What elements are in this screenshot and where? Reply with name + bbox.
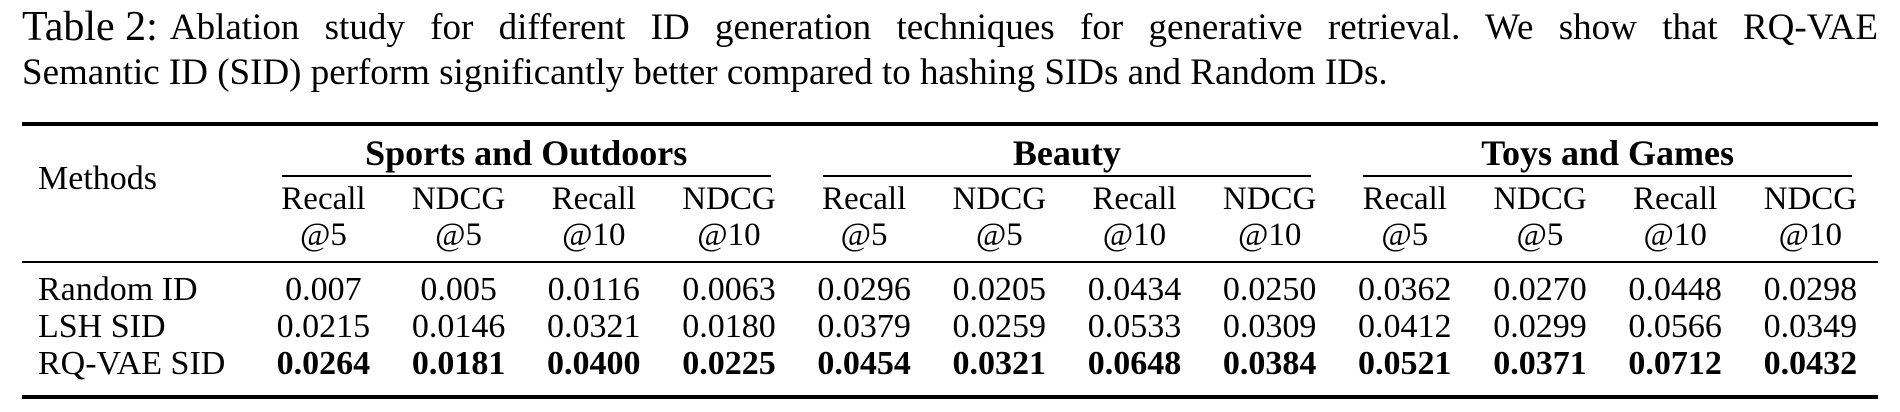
metric-value: 0.0321 (952, 345, 1047, 382)
col-header-beauty-recall10: Recall @10 (1067, 177, 1202, 262)
col-header-sports-ndcg5: NDCG @5 (391, 177, 526, 262)
metric-value: 0.0250 (1222, 271, 1317, 308)
metric-k: @5 (975, 217, 1023, 253)
metric-k: @10 (1643, 217, 1707, 253)
method-name: Random ID (38, 271, 198, 308)
metric-k: @5 (1381, 217, 1429, 253)
metric-value: 0.0566 (1628, 308, 1722, 345)
metric-value: 0.0116 (547, 271, 640, 308)
metric-name: Recall (821, 181, 907, 217)
metric-name: Recall (551, 181, 636, 217)
metric-value: 0.005 (420, 271, 497, 308)
metric-value: 0.0349 (1763, 308, 1858, 345)
metric-k: @10 (697, 217, 761, 253)
metric-value: 0.007 (285, 271, 362, 308)
metric-value: 0.0146 (411, 308, 506, 345)
metric-name: Recall (281, 181, 366, 217)
metric-value: 0.0379 (817, 308, 911, 345)
metric-value: 0.0205 (952, 271, 1047, 308)
group-header-beauty: Beauty (796, 126, 1338, 177)
metric-name: NDCG (952, 181, 1047, 217)
col-header-toys-recall10: Recall @10 (1608, 177, 1743, 262)
metric-value: 0.0454 (817, 345, 911, 382)
metric-header-row: Recall @5 NDCG @5 Recall @10 NDCG @10 Recall… (22, 177, 1878, 262)
caption-text-line-2: Semantic ID (SID) perform significantly … (22, 52, 1388, 93)
metric-value: 0.0264 (276, 345, 371, 382)
metric-value: 0.0371 (1493, 345, 1587, 382)
metric-value: 0.0181 (411, 345, 506, 382)
results-table: Methods Sports and Outdoors Beauty Toys … (22, 126, 1878, 399)
metric-value: 0.0063 (682, 271, 776, 308)
table-header: Methods Sports and Outdoors Beauty Toys … (22, 126, 1878, 262)
metric-value: 0.0362 (1358, 271, 1452, 308)
paper-page: Table 2: Ablation study for different ID… (22, 5, 1878, 399)
metric-k: @5 (299, 217, 347, 253)
caption-label: Table 2: (22, 4, 158, 50)
group-header-toys-and-games: Toys and Games (1337, 126, 1878, 177)
metric-value: 0.0309 (1222, 308, 1317, 345)
col-header-toys-recall5: Recall @5 (1337, 177, 1472, 262)
table-row-random-id: Random ID 0.007 0.005 0.0116 0.0063 0.02… (22, 262, 1878, 308)
metric-k: @10 (1237, 217, 1302, 253)
metric-name: Recall (1633, 181, 1718, 217)
metric-value: 0.0533 (1087, 308, 1182, 345)
metric-name: NDCG (1493, 181, 1587, 217)
table-row-lsh-sid: LSH SID 0.0215 0.0146 0.0321 0.0180 0.03… (22, 308, 1878, 345)
metric-value: 0.0259 (952, 308, 1047, 345)
metric-name: NDCG (411, 181, 506, 217)
metric-value: 0.0400 (547, 345, 641, 382)
metric-k: @10 (1102, 217, 1167, 253)
metric-value: 0.0648 (1087, 345, 1182, 382)
metric-name: NDCG (1763, 181, 1858, 217)
col-header-toys-ndcg10: NDCG @10 (1743, 177, 1878, 262)
table-caption: Table 2: Ablation study for different ID… (22, 5, 1878, 95)
group-header-sports-and-outdoors: Sports and Outdoors (255, 126, 797, 177)
metric-value: 0.0270 (1493, 271, 1587, 308)
group-header-row: Methods Sports and Outdoors Beauty Toys … (22, 126, 1878, 197)
metric-value: 0.0180 (682, 308, 776, 345)
metric-value: 0.0712 (1628, 345, 1722, 382)
metric-k: @5 (840, 217, 888, 253)
method-name: LSH SID (38, 308, 166, 345)
metric-name: NDCG (1222, 181, 1317, 217)
metric-k: @10 (1778, 217, 1843, 253)
metric-value: 0.0432 (1763, 345, 1858, 382)
metric-k: @10 (562, 217, 626, 253)
table-row-rq-vae-sid: RQ-VAE SID 0.0264 0.0181 0.0400 0.0225 0… (22, 345, 1878, 397)
metric-value: 0.0384 (1222, 345, 1317, 382)
metric-value: 0.0434 (1087, 271, 1182, 308)
metric-value: 0.0296 (817, 271, 911, 308)
metric-value: 0.0299 (1493, 308, 1587, 345)
col-header-beauty-recall5: Recall @5 (797, 177, 932, 262)
metric-name: Recall (1362, 181, 1447, 217)
metric-value: 0.0448 (1628, 271, 1722, 308)
metric-value: 0.0298 (1763, 271, 1858, 308)
col-header-beauty-ndcg10: NDCG @10 (1202, 177, 1337, 262)
metric-value: 0.0215 (276, 308, 371, 345)
col-header-beauty-ndcg5: NDCG @5 (932, 177, 1067, 262)
col-header-sports-recall10: Recall @10 (526, 177, 661, 262)
metric-k: @5 (1516, 217, 1564, 253)
metric-name: NDCG (682, 181, 776, 217)
metric-value: 0.0412 (1358, 308, 1452, 345)
caption-text-line-1: Ablation study for different ID generati… (169, 7, 1878, 48)
table-top-rule (22, 122, 1878, 126)
col-header-sports-recall5: Recall @5 (256, 177, 391, 262)
metric-value: 0.0521 (1358, 345, 1452, 382)
metric-k: @5 (435, 217, 483, 253)
col-header-sports-ndcg10: NDCG @10 (661, 177, 796, 262)
caption-line-1: Table 2: Ablation study for different ID… (22, 5, 1878, 50)
metric-name: Recall (1092, 181, 1177, 217)
col-header-toys-ndcg5: NDCG @5 (1472, 177, 1607, 262)
table-body: Random ID 0.007 0.005 0.0116 0.0063 0.02… (22, 262, 1878, 397)
metric-value: 0.0321 (547, 308, 641, 345)
metric-value: 0.0225 (682, 345, 776, 382)
method-name: RQ-VAE SID (38, 345, 226, 382)
methods-column-header: Methods (38, 159, 157, 197)
